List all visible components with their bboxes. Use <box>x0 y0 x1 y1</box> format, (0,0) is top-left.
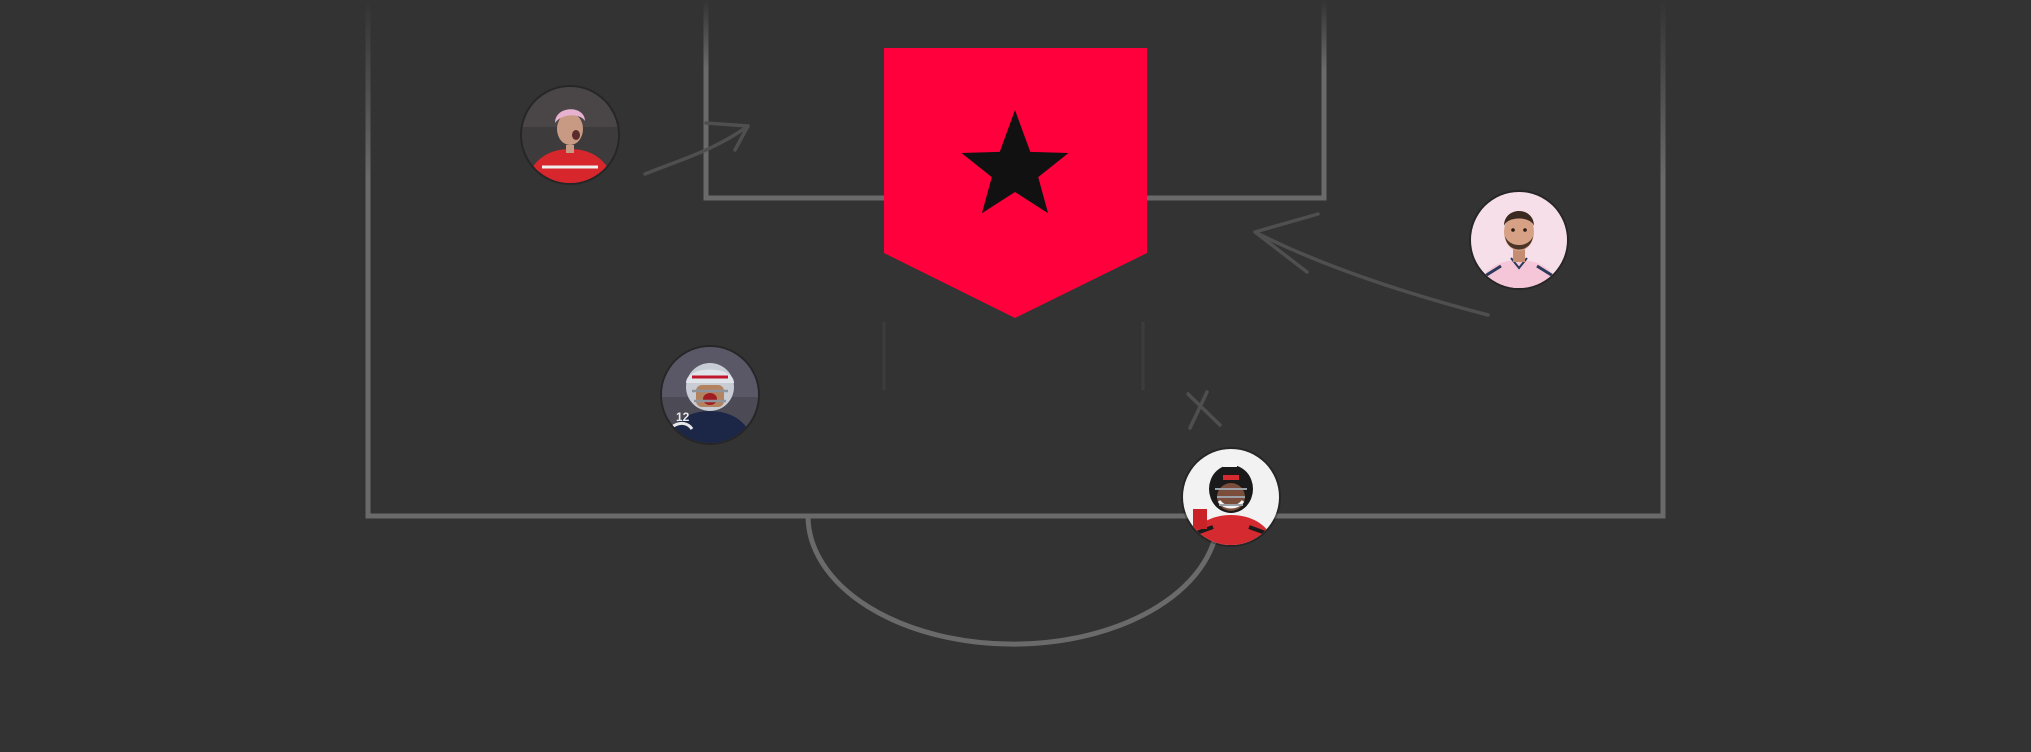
penalty-area-line <box>365 0 1666 519</box>
svg-text:12: 12 <box>676 410 690 424</box>
arrow-sketch-left-head <box>704 121 750 152</box>
player-avatar-pink-shirt-beard <box>1471 192 1567 288</box>
player-avatar-red-hockey-helmet <box>1183 449 1279 545</box>
x-mark <box>1186 390 1222 430</box>
player-avatar-red-jersey-pink-hair <box>522 87 618 183</box>
arrow-sketch-right <box>1253 230 1490 317</box>
player-avatar-navy-football-helmet: 12 <box>662 347 758 443</box>
arrow-sketch-right-head <box>1253 212 1320 274</box>
penalty-arc <box>805 515 1221 647</box>
arrow-sketch-left <box>643 124 750 176</box>
faint-guide-lines <box>882 322 1145 390</box>
star-icon <box>961 110 1069 214</box>
